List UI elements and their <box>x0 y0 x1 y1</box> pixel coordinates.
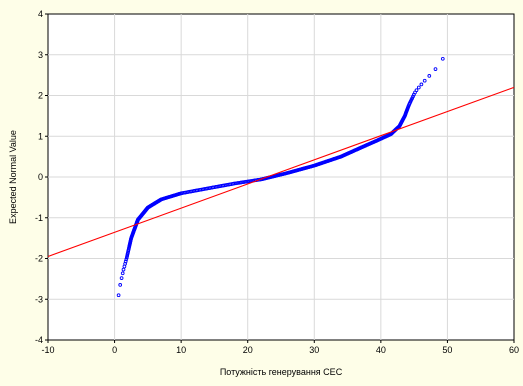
y-tick-label: 2 <box>38 91 43 101</box>
x-tick-label: 50 <box>442 345 452 355</box>
x-axis-label: Потужність генерування СЕС <box>220 367 343 377</box>
data-points <box>116 56 445 298</box>
data-point <box>433 67 438 71</box>
data-point <box>119 276 124 280</box>
data-point <box>244 179 248 184</box>
grid <box>48 14 514 340</box>
y-tick-label: 1 <box>38 131 43 141</box>
data-point <box>118 283 123 287</box>
y-tick-label: -3 <box>35 294 43 304</box>
data-point <box>124 257 129 262</box>
data-point <box>242 180 247 184</box>
data-point <box>240 180 245 185</box>
y-tick-label: -1 <box>35 213 43 223</box>
data-point <box>239 180 243 185</box>
data-point <box>416 85 421 90</box>
x-tick-label: 10 <box>176 345 186 355</box>
y-tick-label: 3 <box>38 50 43 60</box>
x-tick-label: 60 <box>509 345 519 355</box>
data-point <box>245 179 250 184</box>
fit-line <box>47 86 515 257</box>
y-tick-label: -4 <box>35 335 43 345</box>
data-point <box>123 259 128 264</box>
data-point <box>234 181 238 186</box>
data-point <box>419 82 424 87</box>
fit-line-group <box>47 86 515 257</box>
x-tick-label: -10 <box>41 345 54 355</box>
y-tick-label: 0 <box>38 172 43 182</box>
y-tick-label: -2 <box>35 254 43 264</box>
data-point <box>414 88 419 93</box>
data-point <box>121 267 126 272</box>
y-tick-label: 4 <box>38 9 43 19</box>
x-tick-label: 30 <box>309 345 319 355</box>
y-axis-label: Expected Normal Value <box>8 130 18 224</box>
y-tick-labels: 4 3 2 1 0 -1 -2 -3 -4 <box>35 9 48 345</box>
data-point <box>120 271 125 276</box>
data-point <box>124 255 129 260</box>
data-point <box>427 74 432 78</box>
x-tick-label: 0 <box>112 345 117 355</box>
x-tick-label: 40 <box>376 345 386 355</box>
data-point <box>422 78 427 83</box>
data-point <box>237 180 242 185</box>
data-point <box>116 293 121 298</box>
data-point <box>440 56 445 61</box>
data-point <box>235 181 240 185</box>
data-point <box>232 181 237 186</box>
data-point <box>247 179 252 184</box>
x-tick-labels: -10 0 10 20 30 40 50 60 <box>41 340 519 355</box>
x-tick-label: 20 <box>243 345 253 355</box>
